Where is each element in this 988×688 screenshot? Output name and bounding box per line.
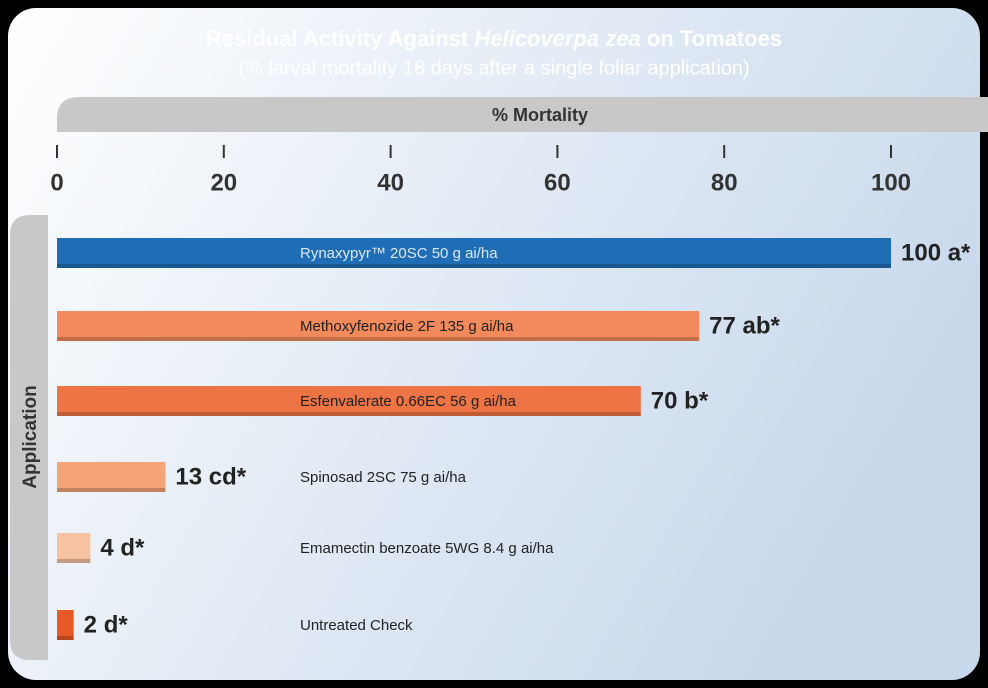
value-label: 70 b* — [651, 387, 709, 414]
panel — [8, 8, 980, 680]
bar — [57, 462, 166, 492]
x-header-band — [57, 97, 988, 132]
chart-subtitle: (% larval mortality 18 days after a sing… — [238, 57, 749, 79]
category-label: Esfenvalerate 0.66EC 56 g ai/ha — [300, 393, 517, 410]
x-tick-label: 40 — [377, 169, 404, 196]
value-label: 100 a* — [901, 239, 971, 266]
category-label: Spinosad 2SC 75 g ai/ha — [300, 469, 467, 486]
bar-shade — [57, 636, 74, 640]
bar — [57, 533, 91, 563]
value-label: 77 ab* — [709, 312, 780, 339]
title-part: on Tomatoes — [641, 26, 782, 51]
x-tick-label: 80 — [711, 169, 738, 196]
bar-shade — [57, 337, 700, 341]
bar-shade — [57, 264, 891, 268]
x-tick-label: 0 — [50, 169, 63, 196]
y-axis-label: Application — [20, 385, 41, 488]
bar — [57, 610, 74, 640]
bar — [57, 238, 891, 268]
bar-shade — [57, 488, 166, 492]
category-label: Untreated Check — [300, 617, 413, 634]
category-label: Rynaxypyr™ 20SC 50 g ai/ha — [300, 245, 498, 262]
bar-shade — [57, 559, 91, 563]
value-label: 2 d* — [84, 611, 129, 638]
bar — [57, 311, 700, 341]
category-label: Emamectin benzoate 5WG 8.4 g ai/ha — [300, 540, 554, 557]
bar — [57, 386, 641, 416]
x-axis-label: % Mortality — [492, 105, 588, 125]
title-part: Residual Activity Against — [206, 26, 475, 51]
bar-shade — [57, 412, 641, 416]
x-tick-label: 100 — [871, 169, 911, 196]
x-tick-label: 60 — [544, 169, 571, 196]
x-tick-label: 20 — [210, 169, 237, 196]
y-header-band — [10, 215, 48, 660]
category-label: Methoxyfenozide 2F 135 g ai/ha — [300, 318, 514, 335]
value-label: 13 cd* — [175, 463, 246, 490]
title-part: Helicoverpa zea — [474, 26, 640, 51]
chart-title: Residual Activity Against Helicoverpa ze… — [206, 26, 782, 51]
value-label: 4 d* — [100, 534, 145, 561]
